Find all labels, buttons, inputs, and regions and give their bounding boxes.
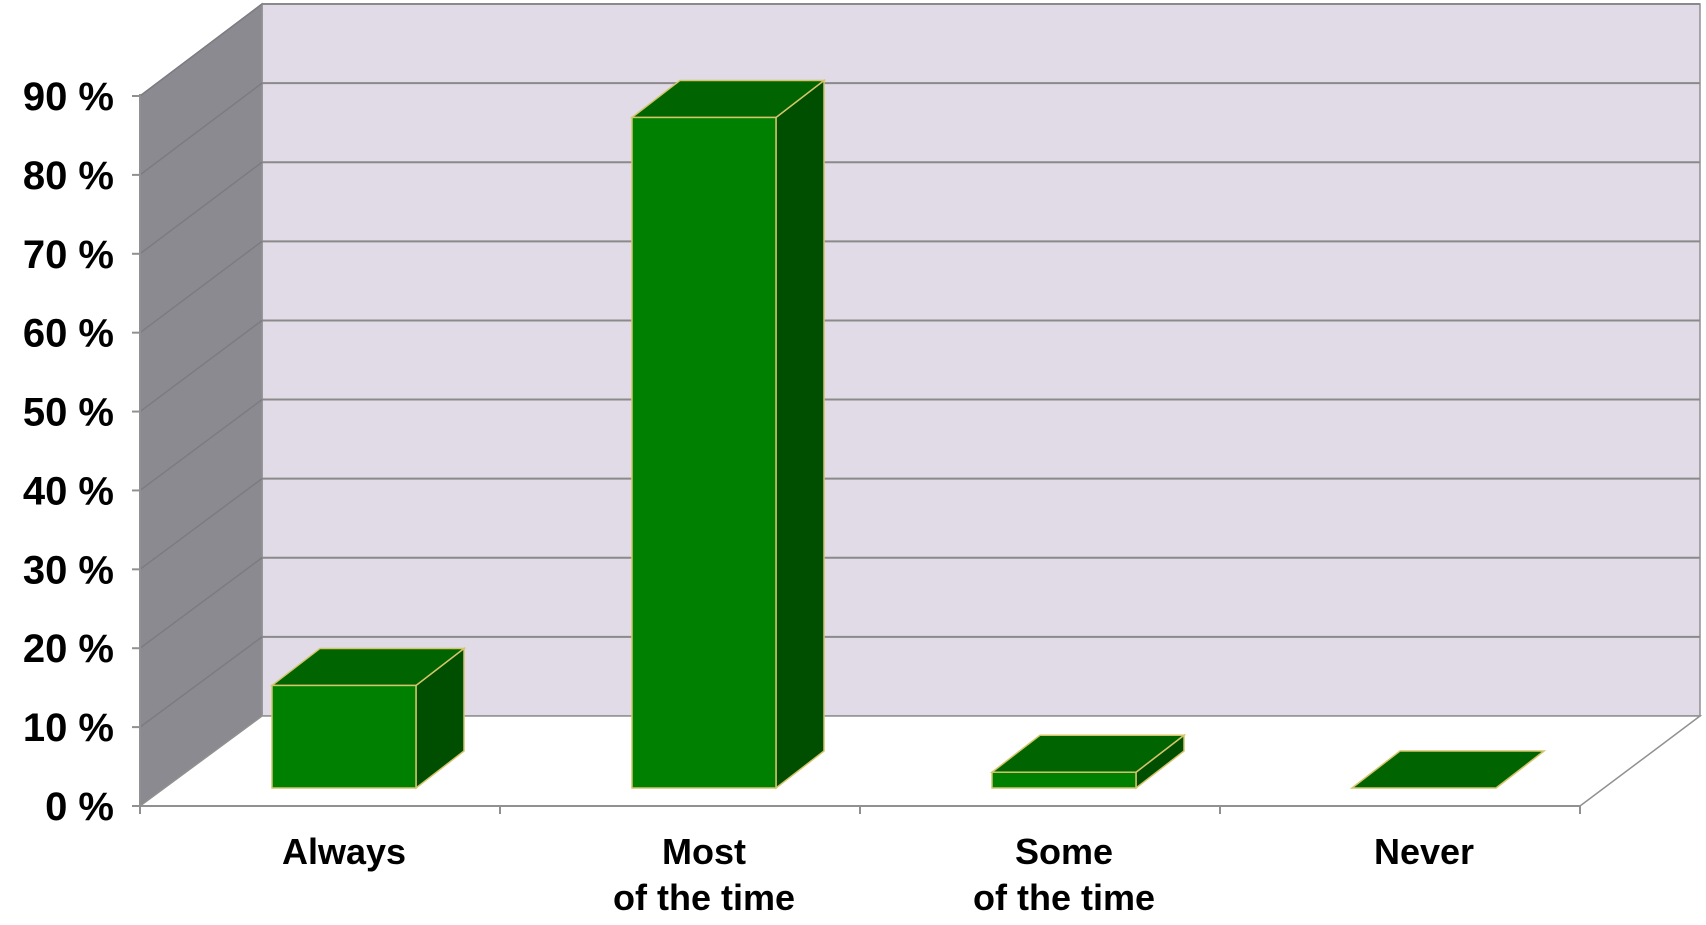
y-tick-label-30: 30 %: [23, 548, 114, 592]
bar-front-0: [271, 684, 417, 789]
y-tick-label-80: 80 %: [23, 154, 114, 198]
bar-0: [269, 646, 467, 790]
y-tick-label-40: 40 %: [23, 469, 114, 513]
gridline-side-40: [139, 398, 263, 492]
y-tick-label-60: 60 %: [23, 312, 114, 356]
bar-side-1: [775, 78, 825, 790]
x-tick-label-3: Never: [1374, 831, 1474, 872]
gridline-side-20: [139, 557, 263, 649]
gridline-side-50: [139, 319, 263, 413]
gridline-side-30: [139, 478, 263, 570]
y-tick-label-50: 50 %: [23, 391, 114, 435]
y-tick-label-90: 90 %: [23, 75, 114, 119]
bar-front-2: [991, 771, 1137, 789]
x-tick-label-2: Some of the time: [973, 831, 1155, 918]
y-tick-label-20: 20 %: [23, 627, 114, 671]
bar-3: [1349, 750, 1547, 789]
y-tick-label-0: 0 %: [45, 785, 114, 829]
gridline-side-90: [139, 3, 263, 97]
bar-1: [629, 78, 827, 790]
bar-front-1: [631, 116, 777, 789]
gridline-side-70: [139, 161, 263, 255]
gridline-side-10: [139, 636, 263, 728]
y-tick-label-70: 70 %: [23, 233, 114, 277]
y-tick-label-10: 10 %: [23, 706, 114, 750]
back-wall: [261, 3, 1701, 717]
bar-top-3: [1349, 750, 1547, 789]
x-tick-label-0: Always: [282, 831, 406, 872]
side-wall: [139, 2, 263, 808]
bar-2: [989, 733, 1187, 790]
gridline-side-80: [139, 82, 263, 176]
gridline-side-60: [139, 240, 263, 334]
x-tick-label-1: Most of the time: [613, 831, 795, 918]
